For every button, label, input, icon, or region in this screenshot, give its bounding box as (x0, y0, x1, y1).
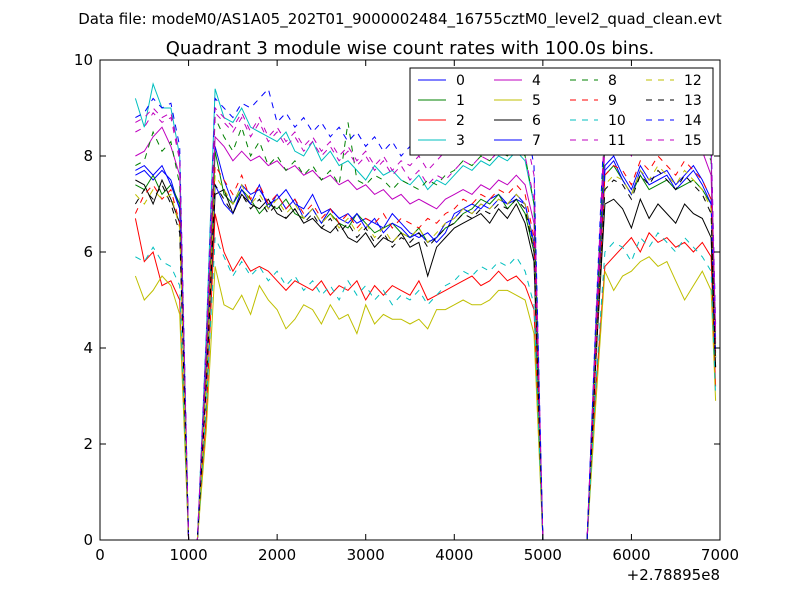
series-line-1 (135, 151, 717, 541)
plot-area-frame (99, 59, 721, 541)
legend-label-15: 15 (684, 133, 702, 149)
x-tick-label: 3000 (347, 546, 385, 564)
legend-label-10: 10 (608, 113, 626, 129)
x-tick-label: 6000 (612, 546, 650, 564)
x-tick-label: 7000 (701, 546, 739, 564)
y-tick-label: 8 (83, 147, 93, 165)
legend-label-9: 9 (608, 93, 617, 109)
x-tick-label: 2000 (258, 546, 296, 564)
y-tick-label: 2 (83, 435, 93, 453)
legend-label-2: 2 (456, 113, 465, 129)
series-line-7 (135, 159, 717, 541)
legend-label-3: 3 (456, 133, 465, 149)
series-line-15 (135, 97, 717, 541)
legend-label-7: 7 (532, 133, 541, 149)
series-line-11 (135, 107, 717, 541)
legend-label-5: 5 (532, 93, 541, 109)
legend-label-4: 4 (532, 73, 541, 89)
y-tick-label: 6 (83, 243, 93, 261)
legend-label-1: 1 (456, 93, 465, 109)
legend-label-0: 0 (456, 73, 465, 89)
series-line-0 (135, 146, 717, 541)
x-tick-label: 4000 (435, 546, 473, 564)
legend-label-13: 13 (684, 93, 702, 109)
x-tick-label: 1000 (169, 546, 207, 564)
series-line-2 (134, 213, 717, 541)
series-line-13 (134, 169, 717, 541)
series-line-12 (135, 164, 717, 541)
chart-title: Quadrant 3 module wise count rates with … (166, 38, 655, 59)
x-offset-label: +2.78895e8 (627, 566, 720, 584)
series-line-9 (134, 155, 717, 541)
legend-label-8: 8 (608, 73, 617, 89)
legend-label-12: 12 (684, 73, 702, 89)
series-layer (134, 82, 717, 541)
y-tick-label: 0 (83, 531, 93, 549)
x-tick-label: 5000 (524, 546, 562, 564)
series-line-10 (135, 231, 717, 541)
y-tick-label: 10 (74, 51, 93, 69)
legend-label-6: 6 (532, 113, 541, 129)
series-line-5 (134, 256, 717, 541)
chart-suptitle: Data file: modeM0/AS1A05_202T01_90000024… (78, 10, 722, 29)
y-tick-label: 4 (83, 339, 93, 357)
legend-label-11: 11 (608, 133, 626, 149)
series-line-14 (135, 87, 717, 541)
x-tick-label: 0 (95, 546, 105, 564)
legend-label-14: 14 (684, 113, 702, 129)
